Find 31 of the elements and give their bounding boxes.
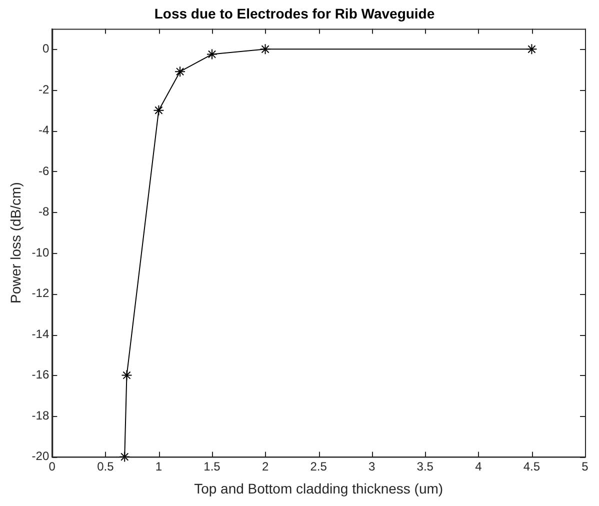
x-tick-label: 2.5 bbox=[310, 459, 328, 474]
y-tick-label: -8 bbox=[38, 204, 50, 219]
y-tick-label: -14 bbox=[32, 326, 50, 341]
x-tick-label: 3 bbox=[368, 459, 376, 474]
x-tick-label: 3.5 bbox=[416, 459, 434, 474]
x-tick-label: 0.5 bbox=[97, 459, 114, 474]
point bbox=[119, 451, 130, 462]
y-tick-label: -12 bbox=[32, 286, 50, 300]
chart-title: Loss due to Electrodes for Rib Waveguide bbox=[154, 5, 435, 22]
x-tick-label: 4 bbox=[475, 459, 482, 474]
x-tick-label: 1.5 bbox=[204, 459, 221, 474]
point bbox=[153, 104, 164, 116]
point bbox=[206, 48, 218, 60]
x-axis-title: Top and Bottom cladding thickness (um) bbox=[194, 480, 444, 496]
x-tick-label: 2 bbox=[262, 459, 269, 474]
x-tick-label: 4.5 bbox=[523, 459, 540, 474]
y-tick-label: -4 bbox=[38, 123, 50, 138]
y-tick-label: -6 bbox=[38, 164, 50, 178]
point bbox=[174, 66, 186, 78]
y-tick-label: 0 bbox=[42, 41, 50, 56]
x-tick-label: 5 bbox=[582, 459, 589, 474]
y-tick-label: -16 bbox=[32, 368, 50, 382]
y-tick-label: -10 bbox=[32, 245, 50, 260]
point bbox=[526, 44, 538, 55]
x-tick-label: 1 bbox=[155, 459, 162, 474]
y-tick-label: -18 bbox=[32, 408, 50, 422]
y-tick-label: -20 bbox=[32, 449, 50, 464]
point bbox=[121, 370, 132, 381]
point bbox=[260, 44, 271, 55]
y-tick-label: -2 bbox=[38, 82, 50, 96]
y-axis-title: Power loss (dB/cm) bbox=[7, 182, 24, 304]
